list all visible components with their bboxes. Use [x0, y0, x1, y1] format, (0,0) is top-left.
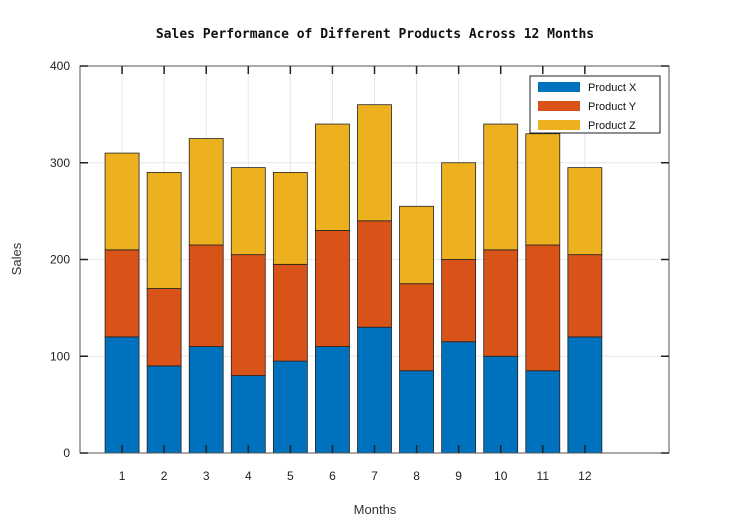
x-tick-label: 9: [455, 469, 462, 483]
bar-product-x-month-5: [272, 360, 308, 454]
bar-product-y-month-3: [188, 244, 224, 347]
y-tick-label: 400: [50, 59, 70, 73]
x-tick-label: 6: [329, 469, 336, 483]
bar-product-z-month-6: [315, 123, 350, 231]
x-tick-label: 8: [413, 469, 420, 483]
bar-product-x-month-1: [104, 336, 140, 454]
legend-label-product-x: Product X: [588, 82, 637, 94]
x-tick-label: 4: [245, 469, 252, 483]
bar-product-y-month-6: [315, 230, 350, 347]
bar-product-y-month-9: [441, 259, 477, 343]
y-axis-label: Sales: [9, 242, 24, 275]
legend-swatch-product-x: [538, 82, 580, 92]
legend-swatch-product-y: [538, 101, 580, 111]
bar-product-z-month-10: [483, 123, 519, 251]
bar-product-y-month-5: [272, 263, 308, 362]
x-tick-label: 2: [161, 469, 168, 483]
bar-product-x-month-9: [441, 341, 477, 454]
bar-product-x-month-2: [146, 365, 182, 454]
bar-product-x-month-11: [525, 370, 561, 454]
legend-label-product-z: Product Z: [588, 120, 636, 132]
bar-product-x-month-12: [567, 336, 603, 454]
bar-product-z-month-2: [146, 172, 182, 289]
bar-product-y-month-10: [483, 249, 519, 357]
bar-product-y-month-7: [357, 220, 392, 328]
x-tick-label: 7: [371, 469, 378, 483]
y-tick-label: 0: [63, 446, 70, 460]
legend-label-product-y: Product Y: [588, 101, 637, 113]
bar-product-x-month-4: [230, 375, 266, 454]
bar-product-x-month-3: [188, 346, 224, 454]
bar-product-z-month-12: [567, 167, 603, 256]
bars: [104, 104, 603, 454]
bar-product-y-month-12: [567, 254, 603, 338]
bar-product-z-month-7: [357, 104, 392, 222]
bar-product-y-month-8: [399, 283, 434, 372]
bar-product-x-month-6: [315, 346, 350, 454]
y-tick-label: 100: [50, 349, 70, 363]
y-tick-label: 200: [50, 253, 70, 267]
x-tick-label: 5: [287, 469, 294, 483]
x-axis-label: Months: [354, 502, 397, 517]
bar-product-x-month-7: [357, 326, 392, 454]
bar-product-z-month-4: [230, 167, 266, 256]
bar-product-x-month-8: [399, 370, 434, 454]
legend: Product X Product Y Product Z: [529, 75, 661, 134]
x-tick-label: 3: [203, 469, 210, 483]
bar-product-y-month-11: [525, 244, 561, 372]
bar-product-y-month-2: [146, 288, 182, 367]
x-tick-label: 10: [494, 469, 508, 483]
x-tick-label: 11: [537, 469, 550, 483]
bar-product-y-month-1: [104, 249, 140, 338]
bar-product-z-month-1: [104, 152, 140, 251]
bar-product-z-month-5: [272, 172, 308, 265]
bar-product-z-month-9: [441, 162, 477, 260]
legend-swatch-product-z: [538, 120, 580, 130]
y-tick-label: 300: [50, 156, 70, 170]
bar-product-y-month-4: [230, 254, 266, 377]
x-tick-label: 12: [578, 469, 592, 483]
chart-title: Sales Performance of Different Products …: [156, 27, 594, 42]
x-tick-label: 1: [119, 469, 126, 483]
bar-product-z-month-8: [399, 205, 434, 285]
bar-product-z-month-11: [525, 133, 561, 246]
bar-product-x-month-10: [483, 355, 519, 454]
bar-product-z-month-3: [188, 138, 224, 246]
